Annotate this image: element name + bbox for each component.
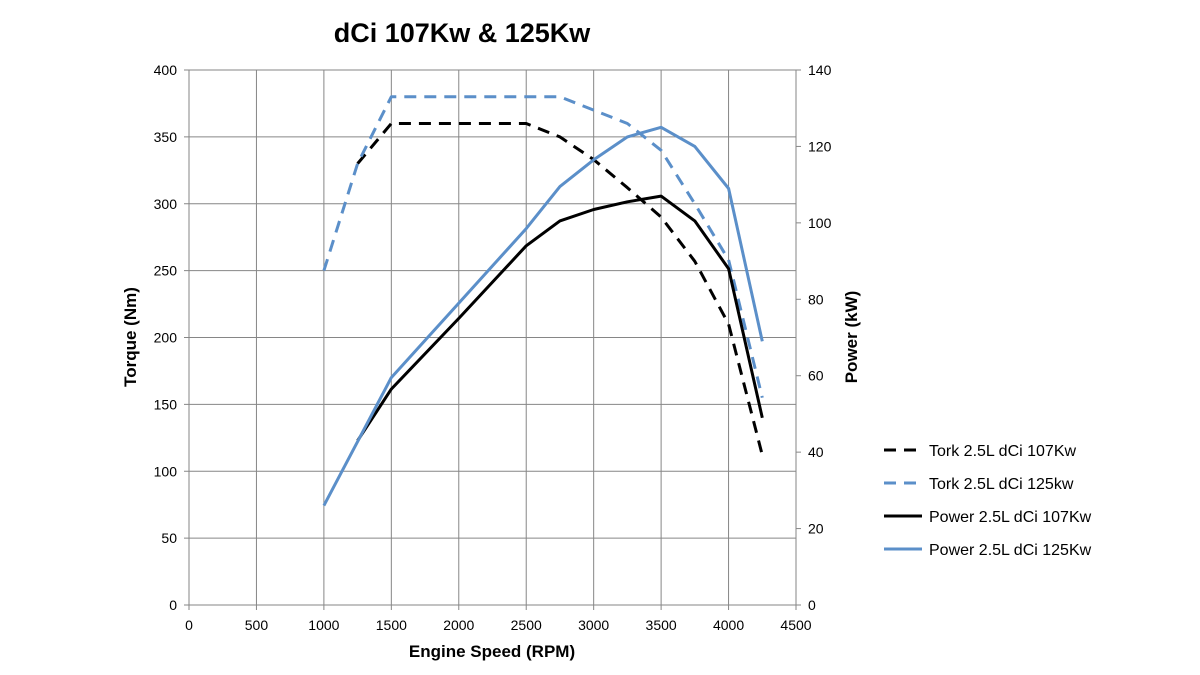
y-left-tick-label: 300 — [154, 196, 178, 212]
y-right-tick-label: 120 — [808, 138, 832, 154]
y-left-tick-label: 0 — [169, 597, 177, 613]
x-tick-label: 3000 — [578, 617, 609, 633]
legend-label: Tork 2.5L dCi 107Kw — [929, 443, 1076, 460]
plot-area-border — [188, 69, 797, 606]
series-lines — [322, 95, 764, 507]
legend-label: Power 2.5L dCi 107Kw — [929, 509, 1092, 526]
series-tork-2-5l-dci-107kw — [356, 122, 764, 456]
x-tick-label: 0 — [185, 617, 193, 633]
x-tick-label: 2000 — [443, 617, 474, 633]
x-tick-label: 1000 — [308, 617, 339, 633]
y-right-tick-label: 100 — [808, 215, 832, 231]
y-right-tick-label: 140 — [808, 62, 832, 78]
legend-label: Power 2.5L dCi 125Kw — [929, 542, 1092, 559]
legend-label: Tork 2.5L dCi 125kw — [929, 476, 1074, 493]
series-power-2-5l-dci-107kw — [356, 194, 764, 442]
x-tick-label: 4000 — [713, 617, 744, 633]
x-tick-label: 3500 — [646, 617, 677, 633]
y-left-tick-label: 150 — [154, 396, 178, 412]
legend: Tork 2.5L dCi 107Kw Tork 2.5L dCi 125kw Po… — [884, 443, 1092, 559]
x-tick-label: 1500 — [376, 617, 407, 633]
right-axis-tick-labels: 0 20 40 60 80 100 120 140 — [808, 62, 832, 613]
series-tork-2-5l-dci-125kw — [322, 95, 764, 399]
y-left-tick-label: 100 — [154, 463, 178, 479]
y-right-tick-label: 60 — [808, 368, 824, 384]
y-right-tick-label: 0 — [808, 597, 816, 613]
y-left-tick-label: 250 — [154, 263, 178, 279]
x-tick-label: 500 — [245, 617, 269, 633]
x-tick-label: 2500 — [511, 617, 542, 633]
left-axis-title: Torque (Nm) — [121, 287, 140, 387]
chart-title: dCi 107Kw & 125Kw — [334, 18, 592, 48]
x-axis-title: Engine Speed (RPM) — [409, 642, 575, 661]
series-power-2-5l-dci-125kw — [322, 125, 764, 507]
y-right-tick-label: 20 — [808, 521, 824, 537]
y-left-tick-label: 350 — [154, 129, 178, 145]
y-left-tick-label: 50 — [161, 530, 177, 546]
x-tick-label: 4500 — [780, 617, 811, 633]
x-axis-tick-labels: 0 500 1000 1500 2000 2500 3000 3500 4000 4500 — [185, 617, 812, 633]
y-right-tick-label: 80 — [808, 291, 824, 307]
right-axis-title: Power (kW) — [842, 291, 861, 384]
y-right-tick-label: 40 — [808, 444, 824, 460]
y-left-tick-label: 400 — [154, 62, 178, 78]
left-axis-tick-labels: 0 50 100 150 200 250 300 350 400 — [154, 62, 178, 613]
gridlines — [184, 69, 801, 610]
y-left-tick-label: 200 — [154, 330, 178, 346]
